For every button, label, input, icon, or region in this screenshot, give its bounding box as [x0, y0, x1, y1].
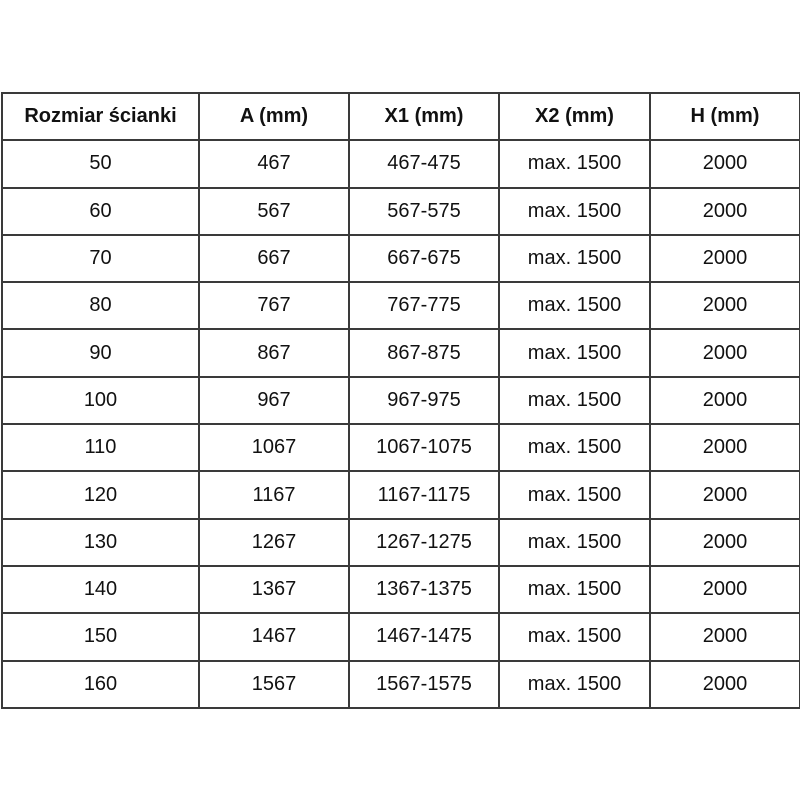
- dimensions-table: Rozmiar ścianki A (mm) X1 (mm) X2 (mm) H…: [1, 91, 800, 709]
- table-row: 120 1167 1167-1175 max. 1500 2000: [1, 470, 800, 520]
- table-cell: 1067-1075: [348, 423, 500, 473]
- table-cell: 2000: [649, 470, 800, 520]
- table-cell: 967-975: [348, 375, 500, 426]
- table-cell: 130: [1, 517, 200, 567]
- table-cell: 1367: [198, 564, 350, 615]
- table-cell: 1467-1475: [348, 612, 500, 662]
- table-cell: 667-675: [348, 233, 500, 284]
- table-row: 110 1067 1067-1075 max. 1500 2000: [1, 423, 800, 473]
- table-cell: max. 1500: [498, 186, 651, 236]
- table-cell: 1167: [198, 470, 350, 520]
- table-cell: 1467: [198, 612, 350, 662]
- table-cell: 140: [1, 564, 200, 615]
- table-row: 150 1467 1467-1475 max. 1500 2000: [1, 612, 800, 662]
- table-cell: 60: [1, 186, 200, 236]
- table-cell: max. 1500: [498, 612, 651, 662]
- table-cell: 767-775: [348, 281, 500, 331]
- table-cell: 2000: [649, 281, 800, 331]
- table-cell: 2000: [649, 659, 800, 709]
- header-cell: Rozmiar ścianki: [1, 91, 200, 142]
- table-cell: max. 1500: [498, 233, 651, 284]
- table-cell: 1267-1275: [348, 517, 500, 567]
- table-cell: 2000: [649, 328, 800, 378]
- table-cell: 967: [198, 375, 350, 426]
- table-cell: 867-875: [348, 328, 500, 378]
- table-cell: 2000: [649, 233, 800, 284]
- header-cell: H (mm): [649, 91, 800, 142]
- table-row: 160 1567 1567-1575 max. 1500 2000: [1, 659, 800, 709]
- table-cell: 1067: [198, 423, 350, 473]
- table-cell: 467: [198, 139, 350, 189]
- table-row: 90 867 867-875 max. 1500 2000: [1, 328, 800, 378]
- table-cell: max. 1500: [498, 328, 651, 378]
- table-cell: 867: [198, 328, 350, 378]
- table-row: 60 567 567-575 max. 1500 2000: [1, 186, 800, 236]
- table-cell: 1567-1575: [348, 659, 500, 709]
- header-cell: X2 (mm): [498, 91, 651, 142]
- table-cell: 2000: [649, 423, 800, 473]
- table-cell: 2000: [649, 375, 800, 426]
- table-cell: 567: [198, 186, 350, 236]
- table-cell: 150: [1, 612, 200, 662]
- table-row: 70 667 667-675 max. 1500 2000: [1, 233, 800, 284]
- table-cell: 2000: [649, 564, 800, 615]
- table-cell: 2000: [649, 517, 800, 567]
- header-cell: A (mm): [198, 91, 350, 142]
- table-cell: 160: [1, 659, 200, 709]
- table-row: 80 767 767-775 max. 1500 2000: [1, 281, 800, 331]
- table-cell: 667: [198, 233, 350, 284]
- table-cell: max. 1500: [498, 281, 651, 331]
- table-row: 50 467 467-475 max. 1500 2000: [1, 139, 800, 189]
- table-cell: 2000: [649, 612, 800, 662]
- table-cell: max. 1500: [498, 375, 651, 426]
- table-row: 100 967 967-975 max. 1500 2000: [1, 375, 800, 426]
- table-cell: 467-475: [348, 139, 500, 189]
- table-cell: 100: [1, 375, 200, 426]
- table-cell: 2000: [649, 186, 800, 236]
- table-cell: max. 1500: [498, 423, 651, 473]
- table-cell: 1367-1375: [348, 564, 500, 615]
- table-cell: 50: [1, 139, 200, 189]
- table-cell: 80: [1, 281, 200, 331]
- table-cell: 567-575: [348, 186, 500, 236]
- table-cell: 1567: [198, 659, 350, 709]
- table-cell: 90: [1, 328, 200, 378]
- table-cell: max. 1500: [498, 470, 651, 520]
- table-cell: max. 1500: [498, 517, 651, 567]
- header-row: Rozmiar ścianki A (mm) X1 (mm) X2 (mm) H…: [1, 91, 800, 142]
- table-row: 140 1367 1367-1375 max. 1500 2000: [1, 564, 800, 615]
- table-cell: max. 1500: [498, 564, 651, 615]
- table-cell: 1167-1175: [348, 470, 500, 520]
- table-cell: 1267: [198, 517, 350, 567]
- table-cell: 110: [1, 423, 200, 473]
- table-cell: 120: [1, 470, 200, 520]
- table-cell: 2000: [649, 139, 800, 189]
- table-cell: 70: [1, 233, 200, 284]
- table-row: 130 1267 1267-1275 max. 1500 2000: [1, 517, 800, 567]
- header-cell: X1 (mm): [348, 91, 500, 142]
- table-cell: 767: [198, 281, 350, 331]
- table-cell: max. 1500: [498, 659, 651, 709]
- table-cell: max. 1500: [498, 139, 651, 189]
